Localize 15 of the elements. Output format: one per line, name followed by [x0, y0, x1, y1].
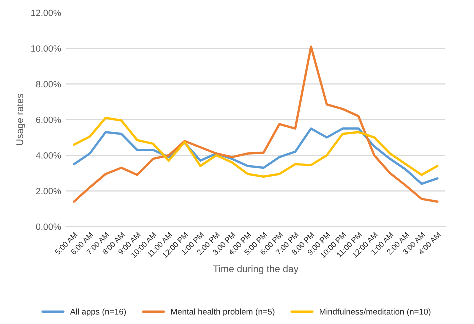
y-tick-label: 0.00% — [36, 224, 62, 230]
y-tick-label: 4.00% — [36, 152, 62, 159]
y-tick-label: 2.00% — [36, 188, 62, 195]
y-tick-label: 12.00% — [32, 10, 62, 16]
line-series — [73, 116, 439, 178]
legend-label: Mindfulness/meditation (n=10) — [320, 308, 431, 316]
y-tick-label: 8.00% — [36, 81, 62, 88]
x-axis-title: Time during the day — [213, 265, 299, 274]
y-tick-label: 10.00% — [32, 46, 62, 52]
legend-label: All apps (n=16) — [70, 308, 126, 316]
y-tick-label: 6.00% — [36, 116, 62, 124]
y-axis-title: Usage rates — [16, 94, 26, 146]
line-series — [73, 128, 439, 186]
legend-label: Mental health problem (n=5) — [171, 308, 275, 316]
line-series — [73, 46, 439, 203]
